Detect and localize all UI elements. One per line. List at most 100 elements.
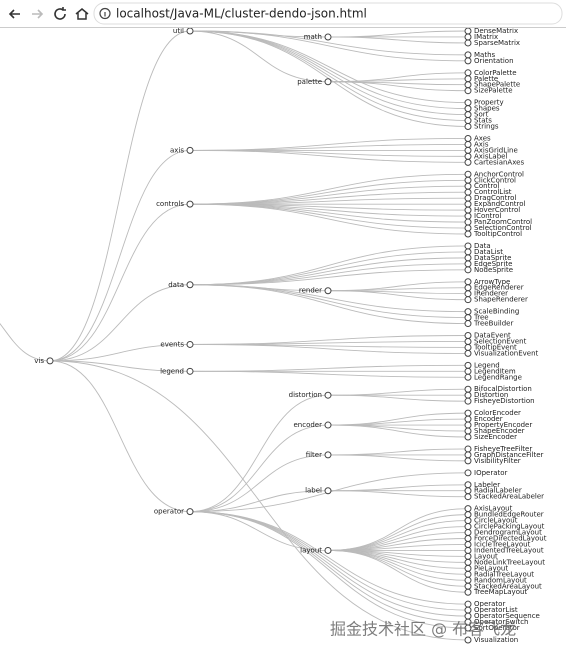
node-circle [464, 320, 472, 328]
node-label: EdgeRenderer [474, 284, 524, 292]
internal-node: palette [297, 78, 332, 86]
link [327, 448, 469, 456]
node-label: operator [154, 508, 184, 516]
link [189, 511, 469, 623]
node-circle [464, 194, 472, 202]
node-circle [464, 517, 472, 525]
internal-node: label [305, 487, 332, 495]
link [49, 360, 469, 641]
node-circle [464, 81, 472, 89]
node-label: OperatorList [474, 606, 518, 614]
forward-button[interactable] [32, 9, 44, 19]
link [189, 149, 469, 157]
node-label: layout [300, 546, 322, 554]
link [189, 511, 469, 617]
node-circle [464, 636, 472, 644]
node-label: DataEvent [474, 332, 511, 340]
leaf-node: TooltipControl [464, 230, 522, 238]
leaf-node: Strings [464, 123, 499, 131]
leaf-node: IOperator [464, 469, 508, 477]
url[interactable]: localhost/Java-ML/cluster-dendo-json.htm… [116, 7, 367, 21]
node-circle [464, 33, 472, 41]
node-label: ColorEncoder [474, 409, 521, 417]
node-label: ClickControl [474, 176, 516, 184]
leaf-node: Orientation [464, 57, 514, 65]
link [189, 511, 329, 551]
leaf-node: SizePalette [464, 87, 513, 95]
internal-node: render [299, 287, 332, 295]
node-circle [464, 361, 472, 369]
link [189, 341, 469, 345]
internal-node: axis [170, 146, 194, 154]
node-circle [464, 535, 472, 542]
link [49, 30, 191, 362]
node-label: RadialTreeLayout [474, 570, 534, 578]
node-circle [324, 391, 332, 399]
node-label: BundledEdgeRouter [474, 511, 544, 519]
node-label: math [304, 33, 322, 41]
node-label: Stats [474, 117, 492, 125]
link [327, 418, 469, 426]
node-label: PropertyEncoder [474, 421, 532, 429]
node-circle [186, 281, 194, 289]
reload-button[interactable] [54, 7, 66, 20]
node-label: SelectionEvent [474, 337, 527, 345]
node-label: AxisLayout [474, 505, 513, 513]
node-circle [464, 540, 472, 548]
node-circle [464, 624, 472, 632]
node-label: label [305, 487, 322, 495]
node-label: StackedAreaLabeler [474, 493, 544, 501]
node-label: LegendRange [474, 373, 522, 381]
node-label: CircleLayout [474, 517, 518, 525]
leaf-node: VisualizationEvent [464, 349, 539, 357]
node-label: GraphDistanceFilter [474, 451, 544, 459]
node-circle [464, 367, 472, 375]
link [189, 30, 329, 83]
link [189, 203, 469, 235]
node-circle [464, 576, 472, 584]
links [0, 30, 469, 641]
back-button[interactable] [8, 9, 20, 19]
node-circle [464, 206, 472, 214]
node-circle [464, 427, 472, 435]
home-button[interactable] [75, 8, 89, 20]
node-label: Distortion [474, 391, 508, 399]
link [189, 245, 469, 286]
node-circle [464, 505, 472, 513]
node-label: RadialLabeler [474, 487, 522, 495]
node-circle [464, 385, 472, 393]
node-label: TreeBuilder [473, 320, 513, 328]
node-circle [464, 600, 472, 608]
node-label: Sort [474, 111, 489, 119]
node-circle [324, 287, 332, 295]
node-circle [464, 523, 472, 531]
node-circle [464, 409, 472, 417]
node-circle [464, 391, 472, 399]
link [189, 394, 329, 513]
address-bar[interactable] [93, 2, 563, 25]
node-circle [464, 451, 472, 459]
internal-node: vis [34, 357, 54, 365]
node-circle [186, 200, 194, 208]
internal-node: events [160, 340, 194, 348]
node-circle [464, 176, 472, 184]
node-circle [464, 373, 472, 381]
node-label: AxisGridLine [474, 146, 518, 154]
leaf-node: RadialLabeler [464, 487, 522, 495]
node-label: SortOperator [474, 624, 520, 632]
node-circle [464, 266, 472, 274]
link [189, 149, 469, 163]
node-circle [464, 457, 472, 465]
leaf-node: SortOperator [464, 624, 520, 632]
node-circle [464, 332, 472, 339]
link [49, 360, 191, 372]
node-label: ShapeRenderer [474, 296, 528, 304]
node-circle [464, 349, 472, 357]
node-circle [464, 218, 472, 226]
node-circle [464, 105, 472, 113]
node-label: palette [297, 78, 322, 86]
node-circle [464, 529, 472, 537]
info-icon[interactable] [99, 7, 111, 20]
node-circle [186, 340, 194, 348]
internal-node: controls [156, 200, 194, 208]
